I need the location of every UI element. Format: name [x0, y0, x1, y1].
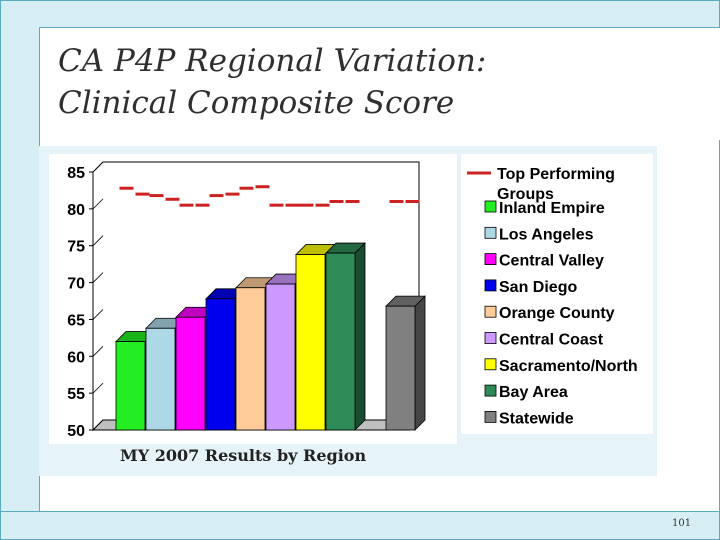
bar — [115, 341, 146, 431]
legend-swatch — [484, 358, 497, 371]
bar — [145, 327, 176, 431]
bar — [205, 298, 236, 431]
legend-swatch — [484, 279, 497, 292]
legend-label: Top Performing — [497, 166, 615, 183]
bottom-band — [1, 511, 719, 539]
y-tick-label: 60 — [67, 349, 85, 366]
y-tick-depth — [92, 346, 104, 357]
y-tick-depth — [92, 161, 104, 173]
bar-side — [414, 295, 426, 431]
page-number: 101 — [672, 518, 692, 529]
slide-title: CA P4P Regional Variation: Clinical Comp… — [58, 40, 486, 124]
legend-label: Sacramento/North — [499, 358, 638, 375]
legend-label: Central Coast — [499, 332, 604, 349]
legend-swatch — [484, 384, 497, 397]
y-tick-depth — [92, 382, 104, 394]
bar — [235, 287, 266, 431]
legend-label: Los Angeles — [499, 226, 594, 243]
y-tick-depth — [92, 309, 104, 320]
bar — [265, 283, 296, 431]
left-band — [1, 1, 39, 539]
legend-label: San Diego — [499, 279, 577, 296]
bar — [325, 252, 356, 431]
legend-swatch — [484, 253, 497, 265]
y-tick-label: 50 — [67, 423, 85, 440]
y-tick-label: 85 — [67, 165, 85, 182]
legend-label: Orange County — [499, 305, 615, 322]
legend-swatch — [484, 305, 497, 318]
y-tick-depth — [92, 419, 104, 431]
legend-swatch — [484, 226, 497, 239]
legend-swatch — [484, 410, 497, 423]
bar — [175, 316, 206, 431]
bar-chart: 50 55 60 65 70 75 80 85 Top Performing GroupsInla… — [49, 154, 653, 444]
legend-label: Groups — [497, 186, 554, 203]
y-tick-label: 55 — [67, 386, 85, 403]
y-tick-label: 65 — [67, 312, 85, 329]
y-tick-label: 70 — [67, 276, 85, 293]
frame-divider-bottom — [1, 511, 719, 512]
y-tick-depth — [92, 272, 104, 283]
legend-swatch — [484, 200, 497, 213]
chart-caption: MY 2007 Results by Region — [120, 446, 367, 465]
y-tick-label: 75 — [67, 239, 85, 256]
legend-swatch — [484, 332, 497, 344]
title-line-2: Clinical Composite Score — [58, 85, 455, 121]
y-tick-label: 80 — [67, 202, 85, 219]
legend-label: Central Valley — [499, 253, 604, 270]
title-line-1: CA P4P Regional Variation: — [58, 43, 487, 79]
y-tick-depth — [92, 198, 104, 210]
y-tick-depth — [92, 235, 104, 246]
chart-panel: 50 55 60 65 70 75 80 85 Top Performing Groups Inla… — [39, 146, 657, 476]
title-box: CA P4P Regional Variation: Clinical Comp… — [39, 27, 720, 140]
legend-label: Inland Empire — [499, 200, 605, 217]
bar — [295, 254, 326, 431]
legend-label: Statewide — [499, 410, 574, 427]
bar-side — [354, 242, 366, 431]
legend-label: Bay Area — [499, 384, 568, 401]
bar — [385, 305, 416, 431]
